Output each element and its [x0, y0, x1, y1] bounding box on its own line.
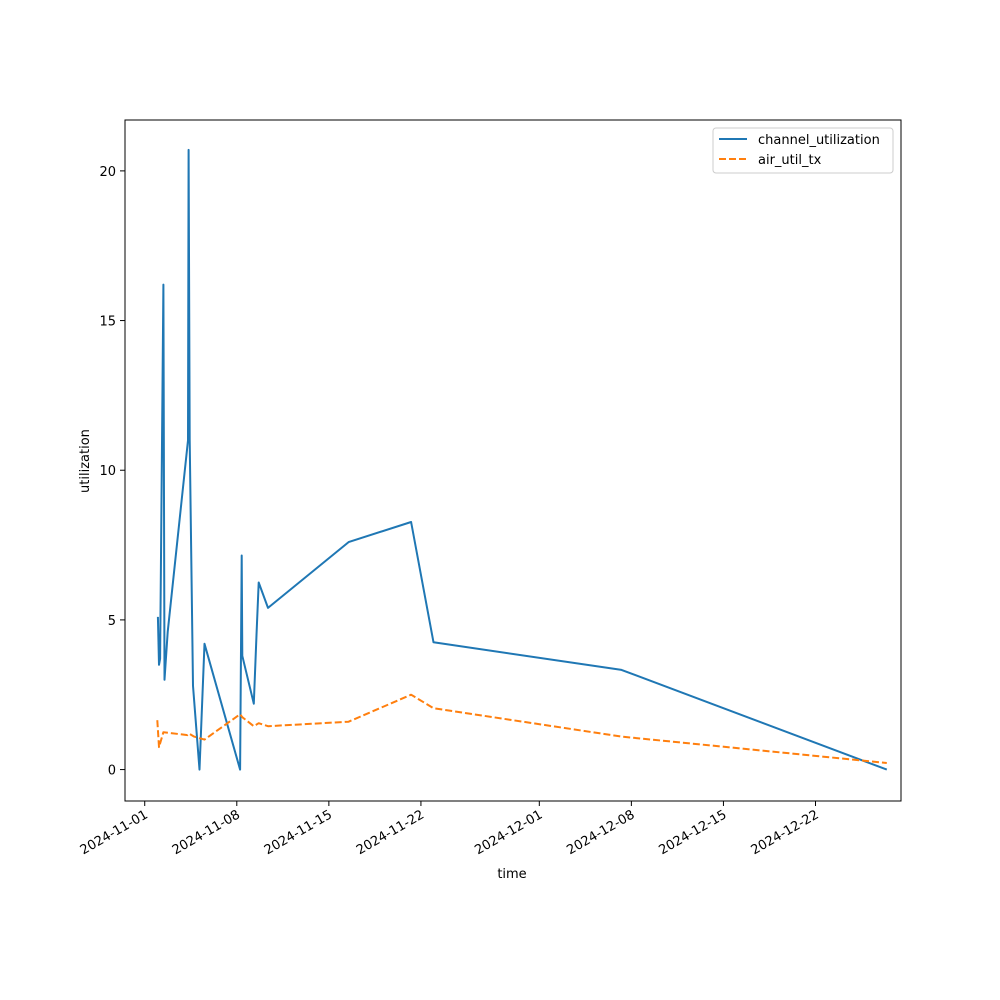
legend-label-channel-utilization: channel_utilization — [758, 133, 880, 148]
x-tick-label: 2024-11-01 — [78, 807, 151, 858]
x-tick-label: 2024-12-22 — [749, 807, 822, 858]
x-tick-label: 2024-12-08 — [564, 807, 637, 858]
x-tick-label: 2024-12-01 — [472, 807, 545, 858]
y-tick-label: 5 — [108, 614, 116, 629]
plot-frame — [124, 119, 902, 802]
x-tick-label: 2024-11-22 — [354, 807, 427, 858]
x-tick-label: 2024-11-15 — [262, 807, 335, 858]
y-axis-label: utilization — [78, 429, 93, 493]
x-tick-label: 2024-12-15 — [657, 807, 730, 858]
x-axis-ticks: 2024-11-01 2024-11-08 2024-11-15 2024-11-22… — [78, 801, 822, 858]
series-layer — [156, 148, 888, 771]
x-axis-label: time — [497, 867, 526, 882]
y-axis-ticks: 0 5 10 15 20 — [99, 165, 125, 779]
series-line-channel-utilization — [156, 148, 888, 771]
legend-label-air-util-tx: air_util_tx — [758, 153, 822, 168]
legend-box — [712, 127, 894, 174]
legend: channel_utilization air_util_tx — [712, 127, 894, 174]
series-line-air-util-tx — [156, 693, 887, 764]
y-tick-label: 10 — [99, 464, 116, 479]
y-tick-label: 15 — [99, 315, 116, 330]
x-tick-label: 2024-11-08 — [170, 807, 243, 858]
y-tick-label: 0 — [108, 764, 116, 779]
y-tick-label: 20 — [99, 165, 116, 180]
